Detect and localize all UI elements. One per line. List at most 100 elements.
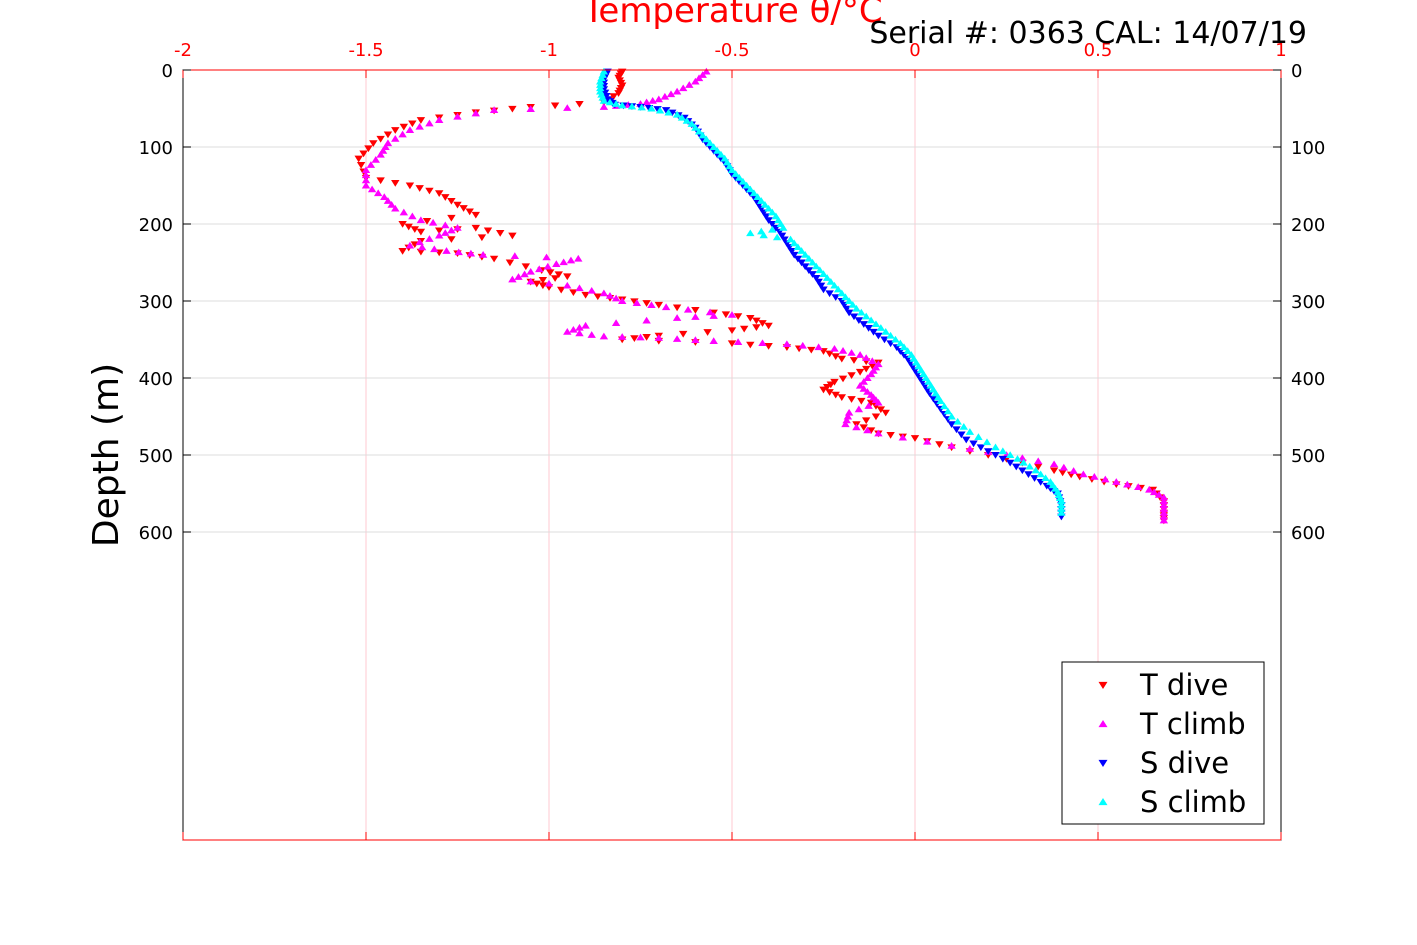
- data-point: [1159, 508, 1169, 516]
- y-tick-label-left: 200: [139, 215, 173, 236]
- data-point: [864, 402, 873, 409]
- data-point: [1069, 467, 1078, 474]
- y-axis-label: Depth (m): [86, 363, 127, 547]
- data-point: [1159, 516, 1169, 524]
- data-point: [356, 162, 366, 169]
- data-point: [790, 239, 799, 247]
- data-point: [416, 117, 426, 124]
- data-point: [587, 331, 596, 338]
- data-point: [538, 282, 548, 290]
- data-point: [874, 429, 883, 437]
- data-point: [563, 281, 572, 289]
- data-point: [746, 315, 755, 322]
- data-point: [969, 440, 978, 448]
- data-point: [1159, 505, 1169, 512]
- data-point: [682, 117, 692, 124]
- data-point: [764, 322, 773, 330]
- data-point: [398, 248, 407, 255]
- x-tick-label: 1: [1275, 40, 1286, 61]
- data-point: [825, 389, 834, 396]
- data-point: [782, 340, 792, 348]
- data-point: [998, 447, 1008, 455]
- data-point: [899, 343, 909, 351]
- data-series: [354, 67, 1169, 525]
- data-point: [746, 229, 755, 237]
- data-point: [366, 161, 376, 168]
- data-point: [733, 313, 743, 320]
- data-point: [354, 155, 363, 163]
- data-point: [599, 103, 609, 110]
- data-point: [807, 346, 816, 354]
- data-point: [896, 339, 905, 347]
- data-point: [1058, 469, 1067, 477]
- data-point: [793, 243, 803, 251]
- y-tick-label-left: 0: [162, 61, 173, 82]
- data-point: [478, 251, 488, 258]
- data-point: [605, 292, 615, 299]
- data-point: [953, 417, 962, 425]
- data-point: [364, 145, 373, 153]
- data-point: [618, 297, 627, 304]
- data-point: [982, 438, 992, 446]
- data-point: [574, 254, 583, 262]
- data-point: [1018, 467, 1027, 475]
- data-point: [694, 74, 704, 82]
- data-point: [844, 297, 854, 304]
- data-point: [435, 231, 444, 239]
- data-point: [1024, 471, 1033, 479]
- data-point: [876, 324, 886, 331]
- data-point: [442, 247, 451, 254]
- data-point: [618, 333, 627, 340]
- data-point: [489, 106, 499, 113]
- data-point: [852, 423, 861, 431]
- legend-marker: [1098, 759, 1108, 768]
- data-point: [843, 412, 853, 420]
- data-point: [587, 286, 596, 294]
- data-point: [542, 253, 551, 261]
- data-point: [816, 282, 826, 290]
- data-point: [811, 274, 821, 282]
- data-point: [849, 357, 859, 364]
- data-point: [772, 233, 782, 241]
- data-point: [637, 103, 646, 111]
- data-point: [871, 413, 881, 421]
- data-point: [666, 90, 676, 98]
- data-point: [863, 426, 872, 434]
- y-tick-label-left: 400: [139, 369, 173, 390]
- data-point: [859, 378, 868, 385]
- legend-label: S climb: [1140, 785, 1246, 819]
- data-point: [691, 77, 700, 85]
- data-point: [398, 221, 407, 228]
- data-point: [721, 311, 731, 319]
- data-point: [514, 273, 523, 280]
- data-point: [566, 256, 576, 264]
- legend: T dive T climb S dive S climb: [1061, 661, 1265, 825]
- legend-marker: [1098, 719, 1108, 728]
- y-tick-label-right: 100: [1291, 138, 1325, 159]
- data-point: [611, 319, 621, 327]
- legend-box: [1061, 661, 1265, 825]
- data-point: [880, 336, 889, 344]
- data-point: [416, 248, 426, 256]
- data-point: [862, 417, 871, 425]
- x-tick-label: 0.5: [1084, 40, 1113, 61]
- y-tick-label-right: 500: [1291, 446, 1325, 467]
- data-point: [526, 105, 535, 112]
- data-point: [546, 269, 555, 277]
- data-point: [841, 420, 850, 428]
- data-point: [552, 260, 561, 267]
- data-point: [886, 331, 895, 339]
- data-point: [1057, 501, 1066, 508]
- data-point: [425, 235, 434, 242]
- data-point: [471, 211, 480, 219]
- x-tick-label: -1: [540, 40, 558, 61]
- data-point: [819, 270, 828, 277]
- series-t-dive: [354, 68, 1169, 525]
- data-point: [471, 224, 480, 232]
- data-point: [544, 279, 554, 287]
- data-point: [685, 81, 694, 88]
- data-point: [863, 388, 872, 395]
- data-point: [976, 444, 986, 452]
- data-point: [808, 258, 817, 266]
